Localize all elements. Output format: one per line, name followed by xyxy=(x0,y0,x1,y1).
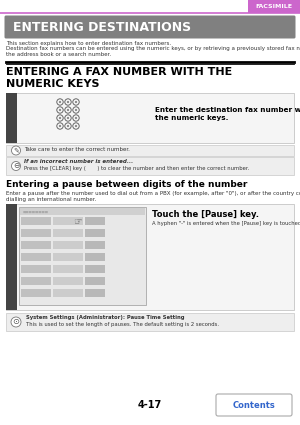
Circle shape xyxy=(57,115,63,121)
FancyBboxPatch shape xyxy=(20,208,145,215)
FancyBboxPatch shape xyxy=(53,217,83,225)
FancyBboxPatch shape xyxy=(21,229,51,237)
FancyBboxPatch shape xyxy=(216,394,292,416)
FancyBboxPatch shape xyxy=(6,313,294,331)
Circle shape xyxy=(11,162,20,170)
FancyBboxPatch shape xyxy=(248,0,300,13)
Circle shape xyxy=(73,123,79,129)
FancyBboxPatch shape xyxy=(19,207,146,305)
FancyBboxPatch shape xyxy=(53,289,83,297)
FancyBboxPatch shape xyxy=(85,289,105,297)
FancyBboxPatch shape xyxy=(21,217,51,225)
Text: This is used to set the length of pauses. The default setting is 2 seconds.: This is used to set the length of pauses… xyxy=(26,322,219,327)
Circle shape xyxy=(11,146,20,155)
Text: Enter a pause after the number used to dial out from a PBX (for example, after ": Enter a pause after the number used to d… xyxy=(6,191,300,196)
FancyBboxPatch shape xyxy=(53,229,83,237)
Circle shape xyxy=(67,109,69,111)
FancyBboxPatch shape xyxy=(21,241,51,249)
FancyBboxPatch shape xyxy=(6,93,294,143)
Text: Entering a pause between digits of the number: Entering a pause between digits of the n… xyxy=(6,180,247,189)
Text: Destination fax numbers can be entered using the numeric keys, or by retrieving : Destination fax numbers can be entered u… xyxy=(6,46,300,57)
Circle shape xyxy=(75,109,77,111)
Circle shape xyxy=(57,99,63,105)
FancyBboxPatch shape xyxy=(21,253,51,261)
Text: Touch the [Pause] key.: Touch the [Pause] key. xyxy=(152,210,259,219)
FancyBboxPatch shape xyxy=(85,229,105,237)
FancyBboxPatch shape xyxy=(53,253,83,261)
FancyBboxPatch shape xyxy=(21,289,51,297)
Circle shape xyxy=(57,123,63,129)
Circle shape xyxy=(59,101,61,103)
FancyBboxPatch shape xyxy=(53,265,83,273)
Circle shape xyxy=(67,125,69,127)
Text: ENTERING DESTINATIONS: ENTERING DESTINATIONS xyxy=(13,20,191,34)
FancyBboxPatch shape xyxy=(6,93,17,143)
Circle shape xyxy=(59,117,61,119)
Circle shape xyxy=(67,117,69,119)
Circle shape xyxy=(67,101,69,103)
Text: Press the [CLEAR] key (       ) to clear the number and then enter the correct n: Press the [CLEAR] key ( ) to clear the n… xyxy=(24,166,249,171)
Text: If an incorrect number is entered...: If an incorrect number is entered... xyxy=(24,159,133,164)
FancyBboxPatch shape xyxy=(85,241,105,249)
FancyBboxPatch shape xyxy=(4,15,296,39)
Text: System Settings (Administrator): Pause Time Setting: System Settings (Administrator): Pause T… xyxy=(26,315,184,320)
Text: ■■■■■■■■: ■■■■■■■■ xyxy=(23,210,49,213)
FancyBboxPatch shape xyxy=(53,241,83,249)
FancyBboxPatch shape xyxy=(6,157,294,175)
Text: Contents: Contents xyxy=(232,400,275,410)
Circle shape xyxy=(73,107,79,113)
FancyBboxPatch shape xyxy=(6,145,294,156)
FancyBboxPatch shape xyxy=(85,277,105,285)
Text: ENTERING A FAX NUMBER WITH THE: ENTERING A FAX NUMBER WITH THE xyxy=(6,67,232,77)
Text: This section explains how to enter destination fax numbers.: This section explains how to enter desti… xyxy=(6,41,171,46)
Circle shape xyxy=(65,123,71,129)
FancyBboxPatch shape xyxy=(6,204,294,310)
FancyBboxPatch shape xyxy=(21,277,51,285)
Circle shape xyxy=(75,125,77,127)
FancyBboxPatch shape xyxy=(21,265,51,273)
Text: A hyphen "-" is entered when the [Pause] key is touched once.: A hyphen "-" is entered when the [Pause]… xyxy=(152,221,300,226)
Circle shape xyxy=(73,99,79,105)
Text: Take care to enter the correct number.: Take care to enter the correct number. xyxy=(24,147,130,152)
Text: FACSIMILE: FACSIMILE xyxy=(256,4,292,9)
Text: ⊙: ⊙ xyxy=(13,317,20,326)
Circle shape xyxy=(11,317,21,327)
Circle shape xyxy=(59,109,61,111)
FancyBboxPatch shape xyxy=(85,253,105,261)
FancyBboxPatch shape xyxy=(53,277,83,285)
FancyBboxPatch shape xyxy=(6,204,17,310)
Text: dialling an international number.: dialling an international number. xyxy=(6,197,96,202)
Circle shape xyxy=(75,101,77,103)
Text: 4-17: 4-17 xyxy=(138,400,162,410)
FancyBboxPatch shape xyxy=(85,265,105,273)
Circle shape xyxy=(59,125,61,127)
FancyBboxPatch shape xyxy=(85,217,105,225)
Circle shape xyxy=(65,115,71,121)
Circle shape xyxy=(65,99,71,105)
Circle shape xyxy=(75,117,77,119)
Text: ☞: ☞ xyxy=(73,217,81,227)
Text: NUMERIC KEYS: NUMERIC KEYS xyxy=(6,79,100,89)
Circle shape xyxy=(65,107,71,113)
Text: Enter the destination fax number with
the numeric keys.: Enter the destination fax number with th… xyxy=(155,107,300,121)
Circle shape xyxy=(73,115,79,121)
Circle shape xyxy=(57,107,63,113)
Text: ⊖: ⊖ xyxy=(13,162,19,170)
Text: ✎: ✎ xyxy=(13,147,19,153)
